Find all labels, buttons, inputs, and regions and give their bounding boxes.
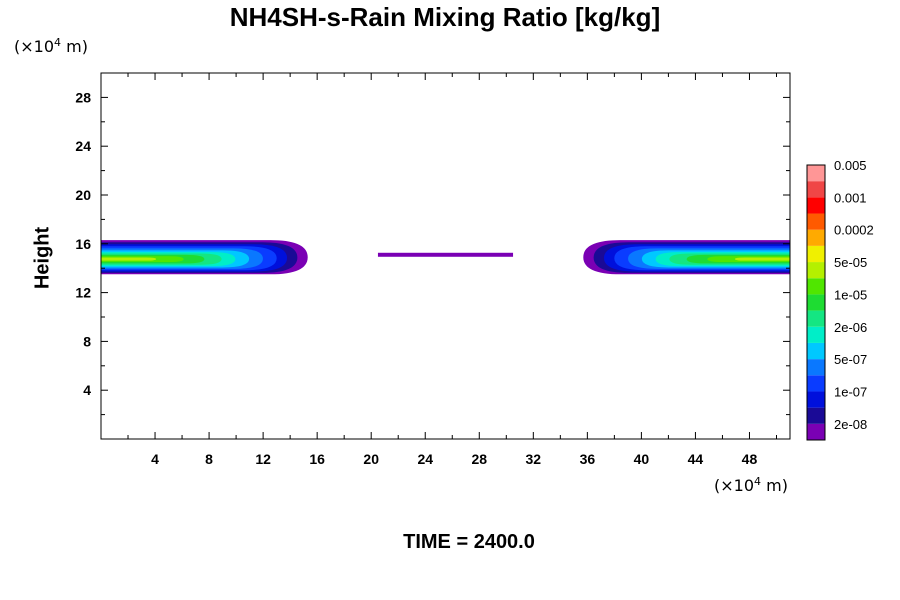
x-tick-label: 8 (205, 451, 213, 467)
y-tick-label: 16 (75, 236, 91, 252)
x-tick-label: 28 (471, 451, 487, 467)
colorbar-label: 0.0002 (834, 223, 874, 238)
colorbar-swatch (807, 262, 825, 279)
x-tick-label: 48 (742, 451, 758, 467)
colorbar-label: 5e-05 (834, 255, 867, 270)
x-tick-label: 16 (309, 451, 325, 467)
x-tick-label: 40 (634, 451, 650, 467)
colorbar-label: 1e-05 (834, 287, 867, 302)
field-band-left-10 (101, 257, 157, 261)
chart-title: NH4SH-s-Rain Mixing Ratio [kg/kg] (229, 2, 661, 32)
colorbar-swatch (807, 197, 825, 214)
colorbar-swatch (807, 423, 825, 440)
x-tick-label: 32 (526, 451, 542, 467)
mixing-ratio-field (101, 240, 790, 275)
colorbar-swatch (807, 165, 825, 182)
colorbar-swatch (807, 229, 825, 246)
colorbar-swatch (807, 342, 825, 360)
colorbar-swatch (807, 391, 825, 408)
x-unit-suffix: m) (761, 476, 788, 495)
x-tick-label: 44 (688, 451, 704, 467)
center-thin-layer (377, 252, 514, 257)
y-tick-label: 24 (75, 138, 91, 154)
colorbar-swatch (807, 407, 825, 424)
x-tick-label: 12 (255, 451, 271, 467)
colorbar-swatch (807, 181, 825, 198)
x-tick-label: 36 (580, 451, 596, 467)
y-tick-label: 4 (83, 382, 91, 398)
colorbar-swatch (807, 245, 825, 263)
field-band-right-10 (734, 257, 790, 261)
colorbar-swatch (807, 359, 825, 376)
colorbar-swatch (807, 278, 825, 295)
x-tick-label: 20 (363, 451, 379, 467)
colorbar-frame (806, 164, 826, 441)
colorbar: 2e-08 1e-07 5e-07 2e-06 1e-05 5e-05 0.0002 0.00… (806, 158, 874, 441)
colorbar-label: 0.005 (834, 158, 867, 173)
y-unit-prefix: (×10 (14, 37, 55, 56)
colorbar-swatch (807, 375, 825, 392)
colorbar-label: 1e-07 (834, 384, 867, 399)
y-unit-exponent: 4 (54, 36, 62, 49)
colorbar-swatch (807, 213, 825, 230)
y-tick-label: 20 (75, 187, 91, 203)
colorbar-label: 0.001 (834, 190, 867, 205)
y-unit-suffix: m) (61, 37, 88, 56)
x-unit-exponent: 4 (754, 475, 762, 488)
x-tick-label: 24 (417, 451, 433, 467)
x-tick-label: 4 (151, 451, 159, 467)
x-axis-unit: (×104 m) (714, 472, 788, 496)
plot-frame (100, 72, 791, 440)
colorbar-swatch (807, 326, 825, 343)
y-axis-unit: (×104 m) (14, 33, 88, 57)
colorbar-swatch (807, 310, 825, 327)
time-label: TIME = 2400.0 (403, 531, 535, 553)
y-tick-label: 12 (75, 285, 91, 301)
colorbar-label: 2e-08 (834, 417, 867, 432)
y-tick-label: 28 (75, 89, 91, 105)
x-unit-prefix: (×10 (714, 476, 755, 495)
colorbar-label: 5e-07 (834, 352, 867, 367)
colorbar-swatch (807, 294, 825, 311)
colorbar-label: 2e-06 (834, 320, 867, 335)
y-tick-label: 8 (83, 333, 91, 349)
